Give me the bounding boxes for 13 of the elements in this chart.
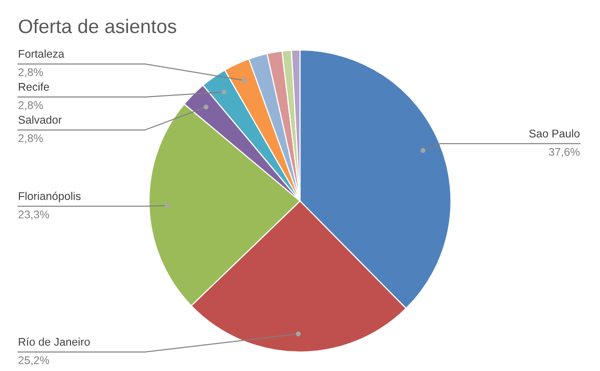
slice-label: Río de Janeiro — [18, 338, 90, 346]
data-label: 2,8% — [18, 134, 43, 144]
slice-label: Sao Paulo — [529, 129, 580, 138]
data-label: 37,6% — [548, 148, 580, 158]
data-label: 23,3% — [18, 210, 50, 220]
data-label: 2,8% — [18, 68, 43, 78]
data-label: 25,2% — [18, 356, 50, 366]
slice-label: Fortaleza — [18, 50, 64, 58]
slice-label: Salvador — [18, 116, 62, 124]
chart-title: Oferta de asientos — [18, 18, 176, 34]
slice-label: Recife — [18, 82, 49, 91]
data-label: 2,8% — [18, 101, 43, 110]
slice-label: Florianópolis — [18, 192, 81, 202]
